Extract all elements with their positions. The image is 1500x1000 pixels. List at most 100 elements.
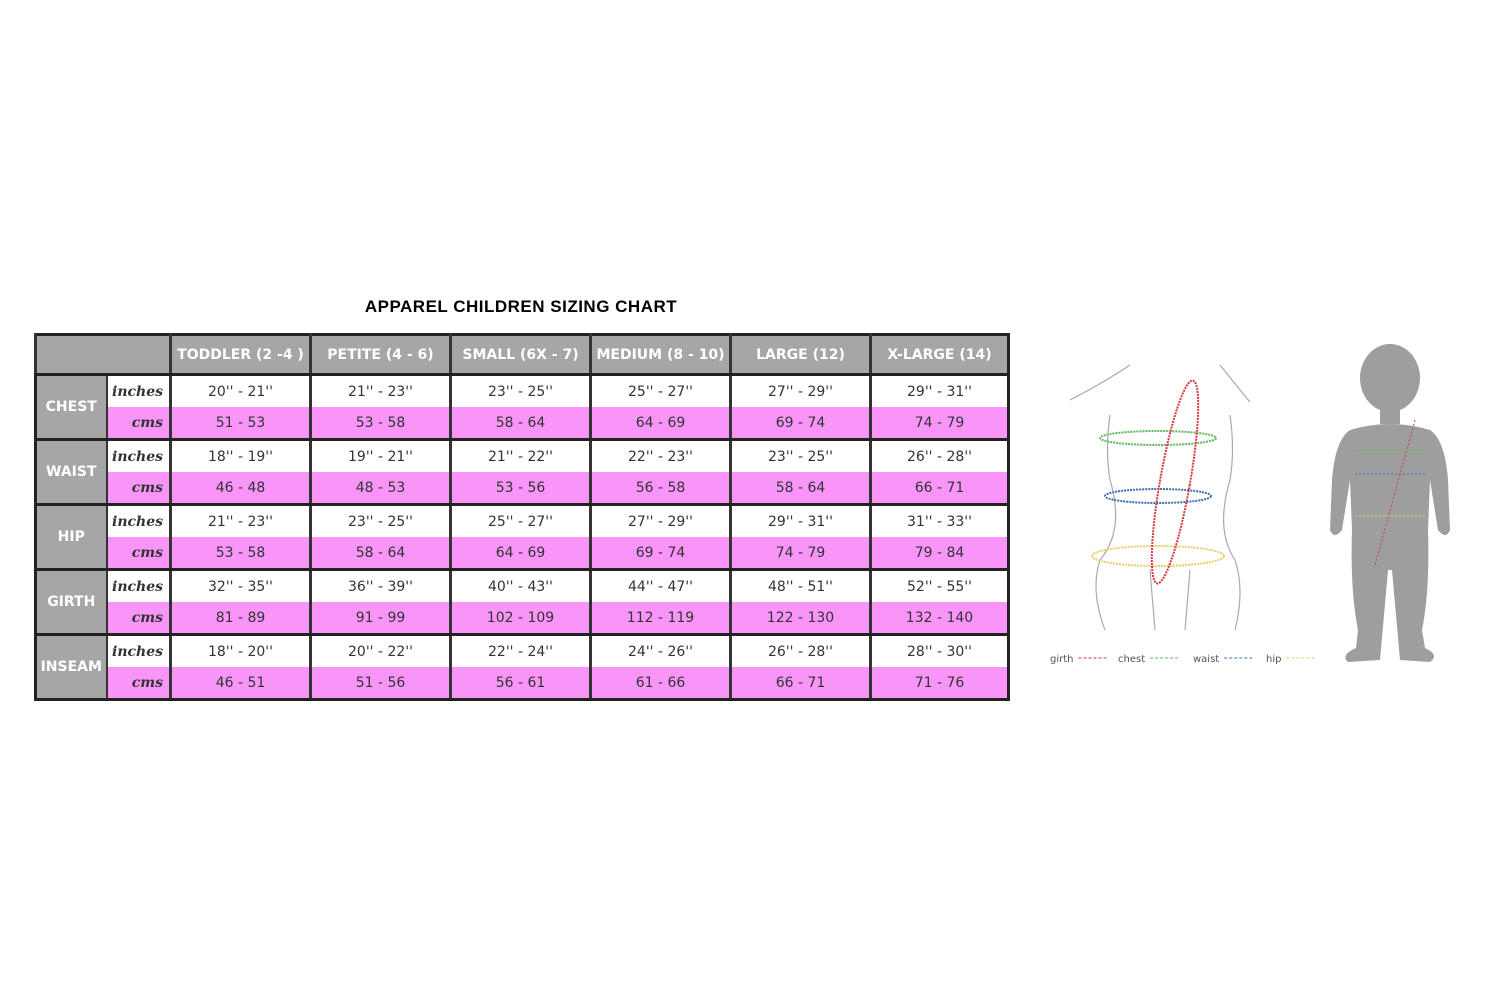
legend-label: chest bbox=[1118, 654, 1145, 665]
size-value: 52'' - 55'' bbox=[869, 569, 1009, 602]
measure-label: WAIST bbox=[34, 439, 107, 506]
size-value: 74 - 79 bbox=[869, 407, 1009, 441]
size-row: GIRTH inches 32'' - 35'' 36'' - 39'' 40'' - … bbox=[34, 569, 1009, 636]
legend-label: girth bbox=[1050, 654, 1074, 665]
size-value: 25'' - 27'' bbox=[449, 504, 591, 537]
hip-line bbox=[1091, 545, 1225, 567]
size-value: 21'' - 23'' bbox=[309, 374, 451, 407]
size-value: 20'' - 22'' bbox=[309, 634, 451, 667]
size-value: 58 - 64 bbox=[309, 537, 451, 571]
unit-label: cms bbox=[105, 472, 171, 506]
measure-label: HIP bbox=[34, 504, 107, 571]
size-value: 64 - 69 bbox=[449, 537, 591, 571]
size-row: cms 81 - 89 91 - 99 102 - 109 112 - 119 122 -… bbox=[36, 602, 1009, 636]
size-value: 18'' - 19'' bbox=[169, 439, 311, 472]
size-value: 23'' - 25'' bbox=[449, 374, 591, 407]
size-value: 24'' - 26'' bbox=[589, 634, 731, 667]
size-value: 26'' - 28'' bbox=[869, 439, 1009, 472]
measurement-figures: girth chest waist hip bbox=[1050, 344, 1450, 665]
size-row: WAIST inches 18'' - 19'' 19'' - 21'' 21'' - … bbox=[34, 439, 1009, 506]
column-header: MEDIUM (8 - 10) bbox=[589, 334, 731, 376]
measure-label: GIRTH bbox=[34, 569, 107, 636]
measure-label: INSEAM bbox=[34, 634, 107, 701]
size-value: 132 - 140 bbox=[869, 602, 1009, 636]
size-value: 27'' - 29'' bbox=[589, 504, 731, 537]
column-header: SMALL (6X - 7) bbox=[449, 334, 591, 376]
chart-title: APPAREL CHILDREN SIZING CHART bbox=[364, 297, 678, 316]
size-value: 23'' - 25'' bbox=[309, 504, 451, 537]
legend-label: hip bbox=[1266, 654, 1281, 665]
size-table: TODDLER (2 -4 ) PETITE (4 - 6) SMALL (6X -… bbox=[34, 333, 1010, 701]
size-row: cms 51 - 53 53 - 58 58 - 64 64 - 69 69 - 74 74… bbox=[36, 407, 1009, 441]
size-value: 26'' - 28'' bbox=[729, 634, 871, 667]
size-value: 48 - 53 bbox=[309, 472, 451, 506]
unit-label: inches bbox=[105, 374, 171, 407]
size-value: 58 - 64 bbox=[449, 407, 591, 441]
size-value: 64 - 69 bbox=[589, 407, 731, 441]
size-value: 25'' - 27'' bbox=[589, 374, 731, 407]
size-value: 53 - 56 bbox=[449, 472, 591, 506]
size-value: 66 - 71 bbox=[729, 667, 871, 701]
column-header: PETITE (4 - 6) bbox=[309, 334, 451, 376]
size-value: 40'' - 43'' bbox=[449, 569, 591, 602]
size-value: 56 - 58 bbox=[589, 472, 731, 506]
size-value: 22'' - 23'' bbox=[589, 439, 731, 472]
unit-label: inches bbox=[105, 569, 171, 602]
size-value: 29'' - 31'' bbox=[869, 374, 1009, 407]
corner-cell bbox=[34, 334, 171, 376]
size-value: 21'' - 22'' bbox=[449, 439, 591, 472]
size-value: 29'' - 31'' bbox=[729, 504, 871, 537]
size-value: 56 - 61 bbox=[449, 667, 591, 701]
size-value: 51 - 56 bbox=[309, 667, 451, 701]
size-row: INSEAM inches 18'' - 20'' 20'' - 22'' 22'' -… bbox=[34, 634, 1009, 701]
column-header: LARGE (12) bbox=[729, 334, 871, 376]
legend-label: waist bbox=[1193, 654, 1219, 665]
size-value: 48'' - 51'' bbox=[729, 569, 871, 602]
unit-label: cms bbox=[105, 602, 171, 636]
size-value: 58 - 64 bbox=[729, 472, 871, 506]
size-row: cms 46 - 48 48 - 53 53 - 56 56 - 58 58 - 64 66… bbox=[36, 472, 1009, 506]
size-value: 74 - 79 bbox=[729, 537, 871, 571]
size-value: 122 - 130 bbox=[729, 602, 871, 636]
girth-line bbox=[1150, 379, 1200, 585]
measure-label: CHEST bbox=[34, 374, 107, 441]
size-row: HIP inches 21'' - 23'' 23'' - 25'' 25'' - 27… bbox=[34, 504, 1009, 571]
size-value: 20'' - 21'' bbox=[169, 374, 311, 407]
torso-outline bbox=[1069, 364, 1251, 631]
size-value: 27'' - 29'' bbox=[729, 374, 871, 407]
column-header: TODDLER (2 -4 ) bbox=[169, 334, 311, 376]
size-value: 36'' - 39'' bbox=[309, 569, 451, 602]
size-value: 32'' - 35'' bbox=[169, 569, 311, 602]
unit-label: inches bbox=[105, 504, 171, 537]
unit-label: cms bbox=[105, 407, 171, 441]
size-value: 91 - 99 bbox=[309, 602, 451, 636]
unit-label: inches bbox=[105, 439, 171, 472]
size-value: 71 - 76 bbox=[869, 667, 1009, 701]
size-value: 44'' - 47'' bbox=[589, 569, 731, 602]
size-row: cms 46 - 51 51 - 56 56 - 61 61 - 66 66 - 71 71… bbox=[36, 667, 1009, 701]
size-value: 66 - 71 bbox=[869, 472, 1009, 506]
size-value: 81 - 89 bbox=[169, 602, 311, 636]
size-value: 21'' - 23'' bbox=[169, 504, 311, 537]
size-value: 53 - 58 bbox=[309, 407, 451, 441]
unit-label: cms bbox=[105, 537, 171, 571]
size-value: 102 - 109 bbox=[449, 602, 591, 636]
size-value: 23'' - 25'' bbox=[729, 439, 871, 472]
size-value: 22'' - 24'' bbox=[449, 634, 591, 667]
size-value: 51 - 53 bbox=[169, 407, 311, 441]
size-value: 112 - 119 bbox=[589, 602, 731, 636]
size-value: 79 - 84 bbox=[869, 537, 1009, 571]
size-value: 61 - 66 bbox=[589, 667, 731, 701]
size-value: 69 - 74 bbox=[589, 537, 731, 571]
size-value: 53 - 58 bbox=[169, 537, 311, 571]
size-value: 46 - 51 bbox=[169, 667, 311, 701]
size-value: 31'' - 33'' bbox=[869, 504, 1009, 537]
size-value: 19'' - 21'' bbox=[309, 439, 451, 472]
size-value: 46 - 48 bbox=[169, 472, 311, 506]
size-value: 69 - 74 bbox=[729, 407, 871, 441]
unit-label: inches bbox=[105, 634, 171, 667]
header-row: TODDLER (2 -4 ) PETITE (4 - 6) SMALL (6X -… bbox=[34, 334, 1009, 376]
size-value: 28'' - 30'' bbox=[869, 634, 1009, 667]
unit-label: cms bbox=[105, 667, 171, 701]
